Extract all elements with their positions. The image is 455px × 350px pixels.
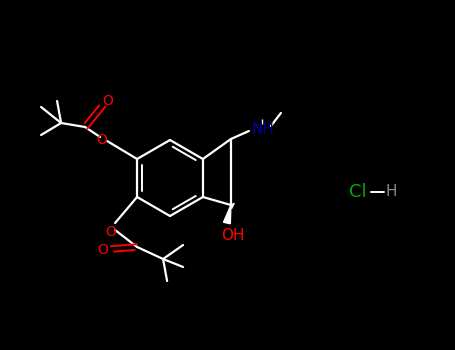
Text: O: O <box>98 243 109 257</box>
Polygon shape <box>231 203 234 209</box>
Text: H: H <box>385 184 397 200</box>
Polygon shape <box>223 205 231 224</box>
Text: O: O <box>106 225 116 239</box>
Text: O: O <box>103 94 114 108</box>
Text: O: O <box>96 133 107 147</box>
Text: OH: OH <box>221 228 245 243</box>
Text: Cl: Cl <box>349 183 367 201</box>
Text: NH: NH <box>252 121 274 136</box>
